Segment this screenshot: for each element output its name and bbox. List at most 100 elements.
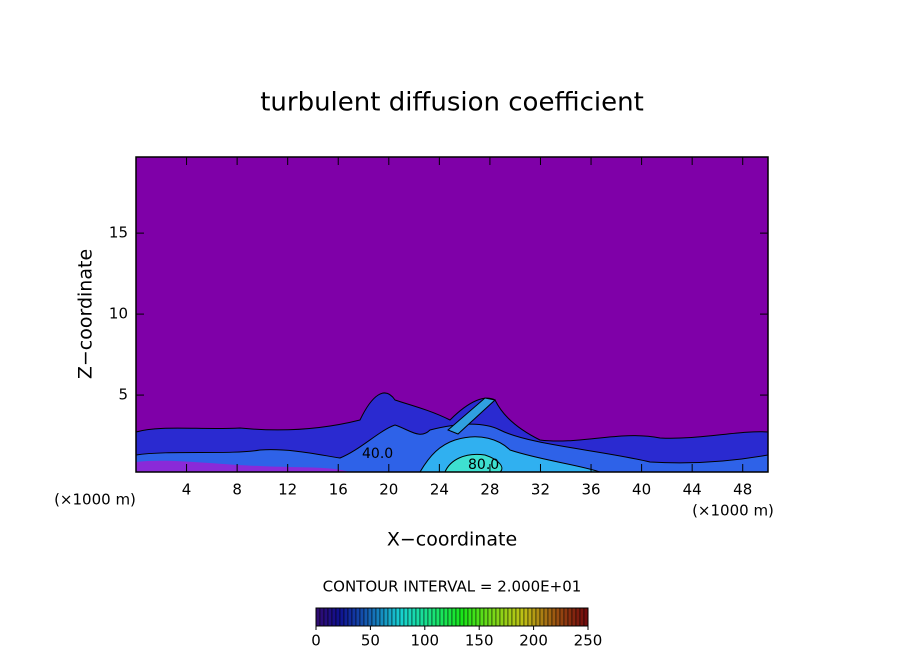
colorbar-cell (571, 607, 577, 627)
colorbar-cell (567, 607, 573, 627)
colorbar-cell (411, 607, 417, 627)
colorbar-cell (331, 607, 337, 627)
colorbar (315, 607, 589, 627)
contour-label: 80.0 (468, 457, 499, 473)
x-axis-label: X−coordinate (387, 529, 517, 551)
y-unit-label: (×1000 m) (54, 491, 136, 509)
y-axis-label: Z−coordinate (75, 249, 97, 379)
colorbar-cell (399, 607, 405, 627)
colorbar-cell (375, 607, 381, 627)
colorbar-cell (471, 607, 477, 627)
colorbar-cell (319, 607, 325, 627)
colorbar-cell (407, 607, 413, 627)
colorbar-cell (487, 607, 493, 627)
x-tick-label: 8 (232, 481, 242, 499)
colorbar-frame (315, 607, 589, 627)
colorbar-cell (427, 607, 433, 627)
y-tick-label: 15 (109, 224, 128, 242)
colorbar-tick-label: 50 (361, 632, 380, 650)
colorbar-cell (535, 607, 541, 627)
colorbar-cell (559, 607, 565, 627)
colorbar-cell (539, 607, 545, 627)
colorbar-cell (379, 607, 385, 627)
x-tick-label: 24 (430, 481, 449, 499)
colorbar-cell (391, 607, 397, 627)
colorbar-tick-label: 150 (465, 632, 494, 650)
colorbar-cell (363, 607, 369, 627)
colorbar-cell (347, 607, 353, 627)
colorbar-cell (495, 607, 501, 627)
colorbar-cell (415, 607, 421, 627)
colorbar-cell (335, 607, 341, 627)
colorbar-cell (527, 607, 533, 627)
colorbar-cell (511, 607, 517, 627)
colorbar-cell (499, 607, 505, 627)
colorbar-cell (563, 607, 569, 627)
colorbar-cell (371, 607, 377, 627)
colorbar-cell (579, 607, 585, 627)
y-tick-label: 10 (109, 305, 128, 323)
colorbar-cell (351, 607, 357, 627)
chart-title: turbulent diffusion coefficient (260, 88, 644, 118)
x-tick-label: 4 (182, 481, 192, 499)
colorbar-cell (475, 607, 481, 627)
colorbar-cell (327, 607, 333, 627)
colorbar-cell (479, 607, 485, 627)
colorbar-cell (451, 607, 457, 627)
contour-interval: CONTOUR INTERVAL = 2.000E+01 (323, 578, 582, 596)
colorbar-cell (515, 607, 521, 627)
colorbar-cell (459, 607, 465, 627)
colorbar-cell (315, 607, 321, 627)
colorbar-cell (523, 607, 529, 627)
colorbar-cell (343, 607, 349, 627)
colorbar-cell (463, 607, 469, 627)
x-tick-label: 44 (683, 481, 702, 499)
x-tick-label: 28 (480, 481, 499, 499)
x-tick-label: 20 (379, 481, 398, 499)
colorbar-cell (483, 607, 489, 627)
colorbar-cell (395, 607, 401, 627)
x-tick-label: 16 (329, 481, 348, 499)
colorbar-tick-label: 0 (311, 632, 321, 650)
x-tick-label: 36 (581, 481, 600, 499)
x-unit-label: (×1000 m) (692, 502, 774, 520)
colorbar-cell (547, 607, 553, 627)
colorbar-cell (455, 607, 461, 627)
x-tick-label: 40 (632, 481, 651, 499)
colorbar-cell (419, 607, 425, 627)
colorbar-cell (519, 607, 525, 627)
colorbar-cell (359, 607, 365, 627)
colorbar-cell (323, 607, 329, 627)
colorbar-cell (431, 607, 437, 627)
colorbar-cell (423, 607, 429, 627)
colorbar-cell (355, 607, 361, 627)
colorbar-cell (447, 607, 453, 627)
colorbar-cell (339, 607, 345, 627)
colorbar-cell (383, 607, 389, 627)
colorbar-cell (575, 607, 581, 627)
colorbar-cell (503, 607, 509, 627)
colorbar-tick-label: 200 (519, 632, 548, 650)
colorbar-cell (439, 607, 445, 627)
colorbar-tick-label: 100 (410, 632, 439, 650)
colorbar-cell (507, 607, 513, 627)
colorbar-cell (555, 607, 561, 627)
x-tick-label: 32 (531, 481, 550, 499)
colorbar-cell (551, 607, 557, 627)
colorbar-cell (583, 607, 589, 627)
colorbar-cell (467, 607, 473, 627)
y-tick-label: 5 (118, 386, 128, 404)
colorbar-tick-label: 250 (574, 632, 603, 650)
colorbar-cell (403, 607, 409, 627)
colorbar-cell (435, 607, 441, 627)
field-features (135, 392, 769, 473)
colorbar-cell (443, 607, 449, 627)
colorbar-cell (491, 607, 497, 627)
colorbar-cell (367, 607, 373, 627)
colorbar-cell (387, 607, 393, 627)
colorbar-cell (543, 607, 549, 627)
x-tick-label: 48 (733, 481, 752, 499)
contour-label: 40.0 (362, 446, 393, 462)
x-tick-label: 12 (278, 481, 297, 499)
